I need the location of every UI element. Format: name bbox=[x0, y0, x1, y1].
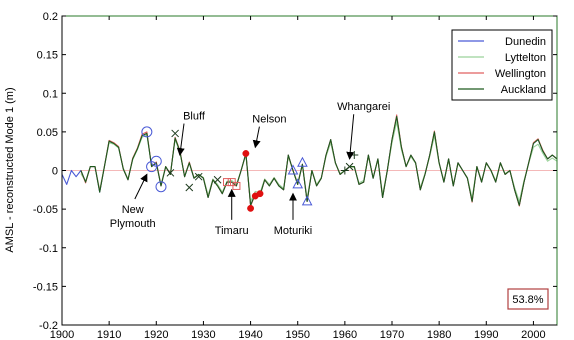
annotation-nelson-arrow bbox=[252, 126, 261, 149]
marker-moturiki bbox=[301, 195, 313, 206]
x-tick-label: 1910 bbox=[97, 329, 121, 340]
y-tick-label: -0.2 bbox=[39, 320, 58, 332]
y-tick-label: -0.1 bbox=[39, 243, 58, 255]
x-tick-label: 1920 bbox=[144, 329, 168, 340]
y-tick-label: 0.2 bbox=[43, 11, 58, 23]
x-tick-label: 1900 bbox=[50, 329, 74, 340]
x-tick-label: 1980 bbox=[427, 329, 451, 340]
marker-bluff bbox=[171, 129, 179, 138]
marker-whangarei bbox=[345, 162, 354, 171]
annotation-bluff-label: Bluff bbox=[183, 111, 206, 123]
marker-new-plymouth bbox=[150, 155, 162, 167]
legend-label-dunedin: Dunedin bbox=[505, 36, 546, 48]
marker-bluff bbox=[166, 168, 175, 177]
x-tick-label: 1950 bbox=[285, 329, 309, 340]
x-tick-label: 1960 bbox=[333, 329, 357, 340]
x-tick-label: 1930 bbox=[191, 329, 215, 340]
annotation-bluff-arrow bbox=[176, 123, 185, 157]
marker-bluff bbox=[194, 172, 203, 181]
marker-new-plymouth bbox=[155, 181, 167, 193]
y-tick-label: 0 bbox=[52, 166, 58, 178]
y-tick-label: -0.15 bbox=[33, 281, 58, 293]
marker-whangarei bbox=[340, 166, 349, 175]
y-axis-label: AMSL - reconstructed Mode 1 (m) bbox=[4, 87, 16, 252]
annotation-moturiki-label: Moturiki bbox=[274, 225, 313, 237]
marker-nelson bbox=[242, 150, 250, 157]
legend-box bbox=[451, 29, 553, 101]
legend-label-auckland: Auckland bbox=[501, 84, 546, 96]
x-tick-label: 2000 bbox=[521, 329, 545, 340]
marker-bluff bbox=[185, 183, 194, 192]
legend-label-lyttelton: Lyttelton bbox=[505, 52, 546, 64]
marker-moturiki bbox=[292, 178, 304, 189]
marker-moturiki bbox=[287, 164, 299, 175]
x-tick-label: 1990 bbox=[474, 329, 498, 340]
marker-timaru bbox=[223, 178, 231, 187]
annotation-nelson-label: Nelson bbox=[252, 114, 286, 126]
marker-nelson bbox=[247, 204, 255, 212]
annotation-new-plymouth-arrow bbox=[134, 173, 148, 200]
marker-nelson bbox=[256, 190, 264, 198]
legend: Dunedin Lyttelton Wellington Auckland bbox=[451, 29, 553, 101]
annotation-whangarei-arrow bbox=[346, 114, 355, 160]
y-tick-label: 0.05 bbox=[37, 127, 58, 139]
percentage-label: 53.8% bbox=[512, 294, 543, 306]
annotation-whangarei-label: Whangarei bbox=[337, 101, 390, 113]
percentage-box bbox=[507, 288, 549, 310]
annotation-new-plymouth-label: New Plymouth bbox=[110, 204, 156, 230]
legend-label-wellington: Wellington bbox=[495, 68, 546, 80]
annotation-timaru-label: Timaru bbox=[215, 225, 249, 237]
y-tick-label: 0.1 bbox=[43, 88, 58, 100]
x-tick-label: 1940 bbox=[238, 329, 262, 340]
y-tick-label: -0.05 bbox=[33, 204, 58, 216]
x-tick-label: 1970 bbox=[380, 329, 404, 340]
marker-new-plymouth bbox=[141, 126, 153, 138]
marker-timaru bbox=[232, 181, 241, 190]
marker-moturiki bbox=[297, 156, 308, 167]
y-tick-label: 0.15 bbox=[37, 50, 58, 62]
marker-bluff bbox=[213, 175, 222, 184]
